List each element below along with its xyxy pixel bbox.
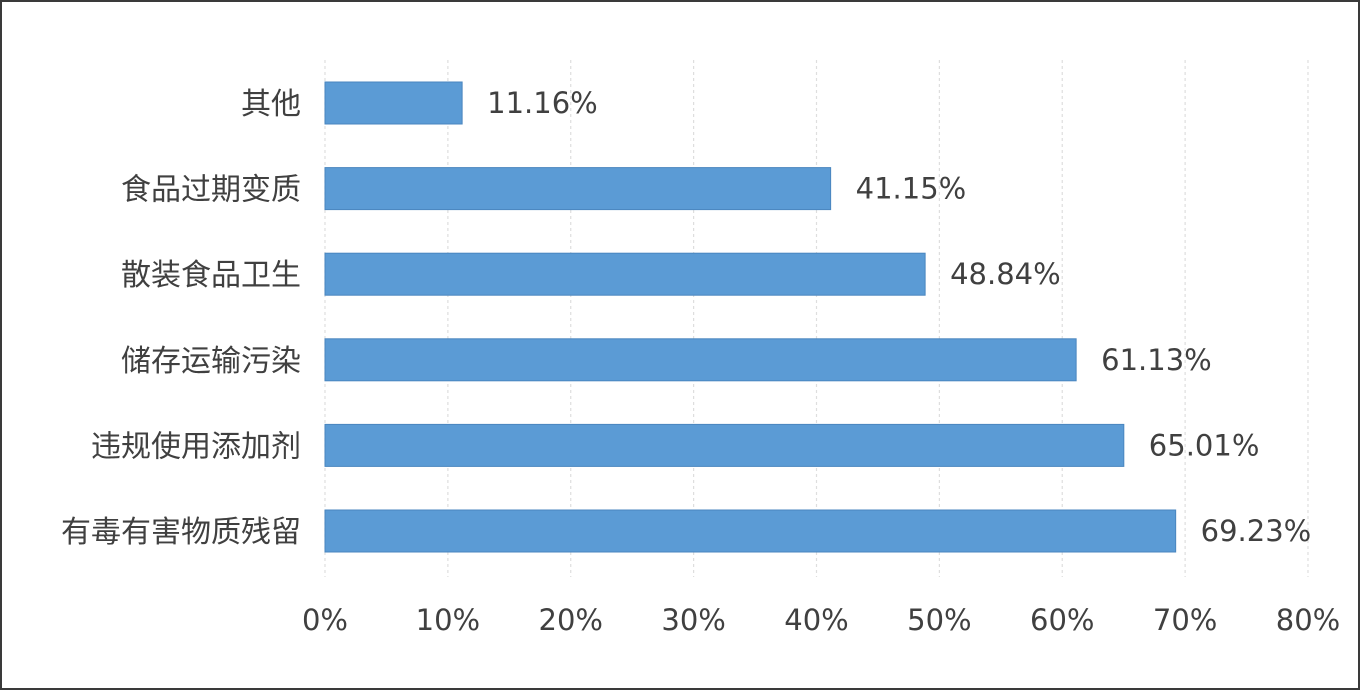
labels: 0% 10% 20% 30% 40% 50% 60% 70% 80% 其他 11.16% 食品过期变质… xyxy=(61,86,1340,637)
bar xyxy=(324,167,832,211)
category-label: 违规使用添加剂 xyxy=(91,429,301,464)
x-tick-label: 40% xyxy=(784,603,848,637)
bar xyxy=(324,338,1077,382)
bar xyxy=(324,252,926,296)
category-label: 有毒有害物质残留 xyxy=(61,515,301,550)
x-tick-label: 60% xyxy=(1030,603,1094,637)
bar xyxy=(324,81,463,125)
category-label: 储存运输污染 xyxy=(121,344,301,379)
x-tick-label: 10% xyxy=(416,603,480,637)
x-tick-label: 20% xyxy=(539,603,603,637)
data-label: 11.16% xyxy=(487,86,598,120)
data-label: 69.23% xyxy=(1201,514,1312,548)
bars xyxy=(324,81,1177,553)
x-tick-label: 50% xyxy=(907,603,971,637)
bar xyxy=(324,423,1125,467)
x-tick-label: 0% xyxy=(302,603,348,637)
bar xyxy=(324,509,1177,553)
category-label: 散装食品卫生 xyxy=(121,258,301,293)
data-label: 41.15% xyxy=(856,172,967,206)
data-label: 61.13% xyxy=(1101,343,1212,377)
x-tick-label: 70% xyxy=(1153,603,1217,637)
category-label: 食品过期变质 xyxy=(121,173,301,208)
x-tick-label: 80% xyxy=(1276,603,1340,637)
category-label: 其他 xyxy=(241,87,301,122)
data-label: 65.01% xyxy=(1149,428,1260,462)
data-label: 48.84% xyxy=(950,257,1061,291)
grid-lines xyxy=(324,60,1309,577)
x-tick-label: 30% xyxy=(661,603,725,637)
